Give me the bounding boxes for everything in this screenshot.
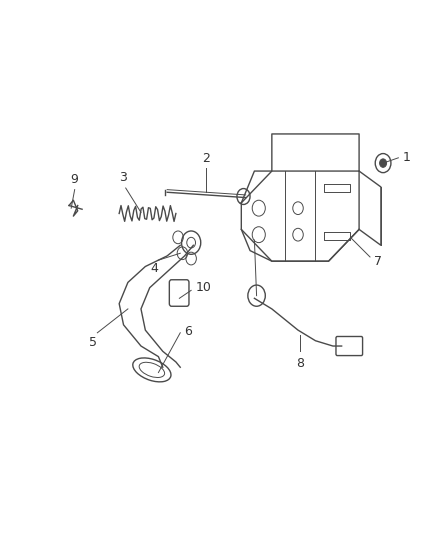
Text: 6: 6 <box>184 325 192 338</box>
Text: 3: 3 <box>118 171 126 184</box>
Text: 9: 9 <box>71 173 78 186</box>
Circle shape <box>379 159 386 167</box>
Text: 10: 10 <box>195 281 211 294</box>
Text: 5: 5 <box>89 336 97 350</box>
Text: 2: 2 <box>202 152 210 165</box>
Text: 4: 4 <box>150 262 158 275</box>
Text: 8: 8 <box>296 357 304 370</box>
Text: 7: 7 <box>374 255 381 268</box>
Text: 1: 1 <box>402 151 410 164</box>
